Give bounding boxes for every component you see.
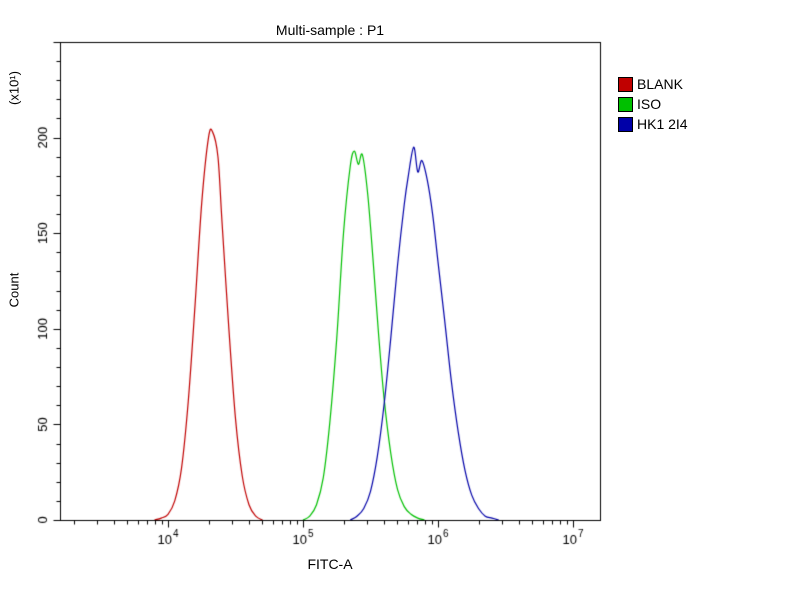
legend-swatch-icon xyxy=(618,76,633,92)
legend-swatch-icon xyxy=(618,96,633,112)
legend-label: BLANK xyxy=(637,76,683,92)
y-axis-label: Count xyxy=(6,272,22,308)
y-axis-multiplier-label: (x10¹) xyxy=(6,71,22,105)
legend-label: HK1 2I4 xyxy=(637,116,688,132)
legend-item: ISO xyxy=(618,96,688,112)
legend-label: ISO xyxy=(637,96,662,112)
legend-item: HK1 2I4 xyxy=(618,116,688,132)
legend-swatch-icon xyxy=(618,116,633,132)
legend: BLANK ISO HK1 2I4 xyxy=(618,76,688,132)
x-axis-label: FITC-A xyxy=(307,556,353,572)
legend-item: BLANK xyxy=(618,76,688,92)
chart-title: Multi-sample : P1 xyxy=(275,22,385,38)
